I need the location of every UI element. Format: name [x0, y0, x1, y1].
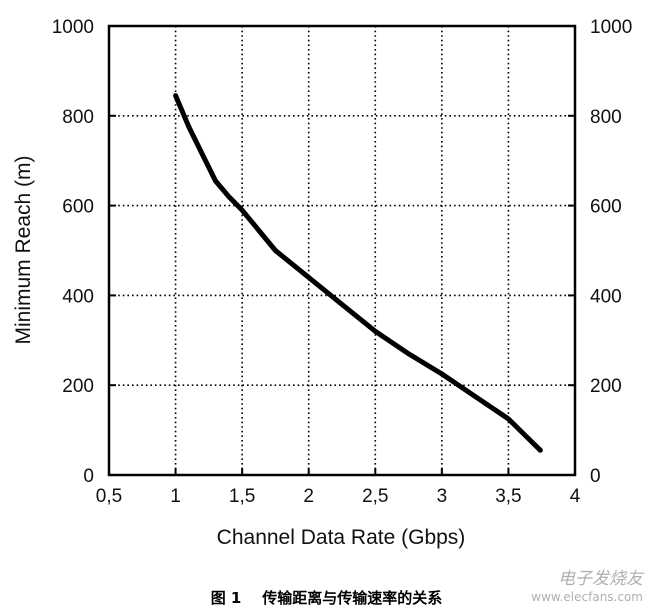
grid-lines	[109, 26, 575, 475]
left-y-tick-label: 400	[62, 286, 94, 307]
right-y-tick-label: 0	[590, 466, 601, 487]
x-tick-label: 0,5	[96, 486, 122, 507]
left-y-tick-label: 800	[62, 107, 94, 128]
plot-frame	[107, 24, 577, 477]
right-y-tick-label: 800	[590, 107, 622, 128]
x-tick-label: 1	[170, 486, 181, 507]
figure-label: 图 1	[210, 589, 242, 607]
left-y-tick-label: 0	[83, 466, 94, 487]
x-axis-label: Channel Data Rate (Gbps)	[217, 526, 466, 549]
watermark: 电子发烧友 www.elecfans.com	[493, 562, 643, 610]
right-y-tick-label: 400	[590, 286, 622, 307]
left-y-axis: 0 200 400 600 800 1000	[52, 17, 116, 487]
chart: 0 200 400 600 800 1000 0 200 400 600 800 1000 0,5 1…	[12, 17, 632, 549]
figure-caption: 图 1 传输距离与传输速率的关系	[0, 587, 653, 608]
x-tick-label: 3	[437, 486, 448, 507]
right-y-tick-label: 200	[590, 376, 622, 397]
left-y-tick-label: 1000	[52, 17, 94, 38]
figure-caption-text: 传输距离与传输速率的关系	[262, 589, 443, 607]
x-tick-label: 4	[570, 486, 581, 507]
x-axis: 0,5 1 1,5 2 2,5 3 3,5 4	[96, 468, 581, 507]
x-tick-label: 1,5	[229, 486, 255, 507]
series-line	[173, 93, 543, 453]
left-y-tick-label: 200	[62, 376, 94, 397]
x-tick-label: 3,5	[495, 486, 521, 507]
watermark-url: www.elecfans.com	[531, 590, 643, 604]
right-y-axis: 0 200 400 600 800 1000	[568, 17, 632, 487]
watermark-name: 电子发烧友	[558, 569, 643, 589]
x-tick-label: 2	[303, 486, 314, 507]
left-y-tick-label: 600	[62, 197, 94, 218]
right-y-tick-label: 600	[590, 197, 622, 218]
x-tick-label: 2,5	[362, 486, 388, 507]
y-axis-label: Minimum Reach (m)	[12, 155, 35, 344]
right-y-tick-label: 1000	[590, 17, 632, 38]
